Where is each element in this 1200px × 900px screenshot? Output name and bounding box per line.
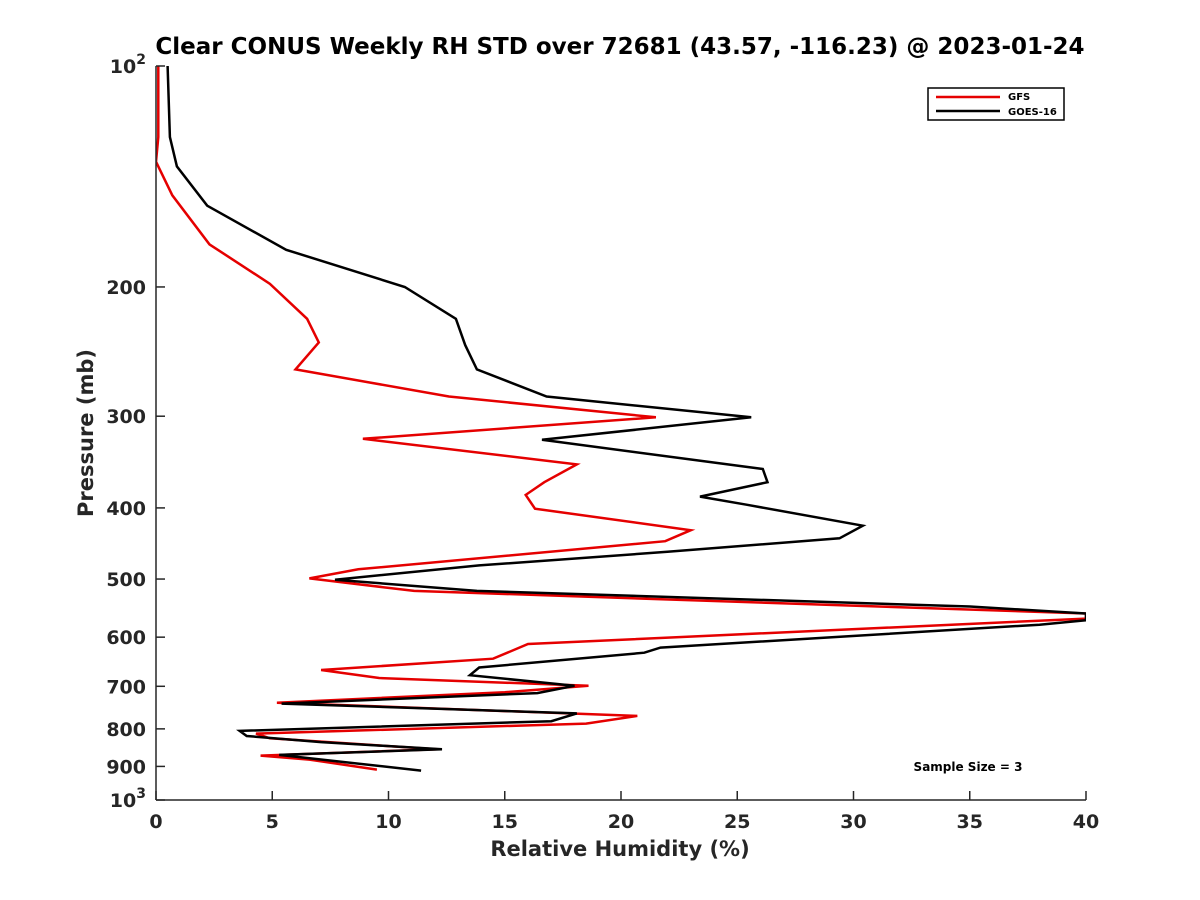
x-tick-label: 15 bbox=[492, 811, 518, 833]
series-layer bbox=[156, 66, 1086, 772]
legend-box bbox=[927, 87, 1065, 121]
legend: GFS GOES-16 bbox=[927, 87, 1065, 121]
y-axis-title: Pressure (mb) bbox=[74, 349, 98, 517]
x-tick-label: 20 bbox=[608, 811, 634, 833]
series-line-gfs bbox=[156, 66, 1086, 771]
series-line-goes-16 bbox=[166, 66, 1086, 772]
y-tick-label: 200 bbox=[106, 277, 146, 299]
y-tick-label: 600 bbox=[106, 627, 146, 649]
y-tick-label: 103 bbox=[110, 786, 146, 812]
y-tick-label: 300 bbox=[106, 406, 146, 428]
sample-size-annotation: Sample Size = 3 bbox=[914, 760, 1023, 774]
x-tick-label: 5 bbox=[266, 811, 279, 833]
legend-label-goes-16: GOES-16 bbox=[1008, 107, 1057, 118]
y-tick-label: 500 bbox=[106, 569, 146, 591]
legend-label-gfs: GFS bbox=[1008, 92, 1030, 103]
y-tick-label: 900 bbox=[106, 756, 146, 778]
x-tick-label: 25 bbox=[724, 811, 750, 833]
axes-layer: 0 5 10 15 20 25 30 35 40 102 200 300 400 500 600 700 800… bbox=[106, 52, 1099, 833]
y-tick-label: 400 bbox=[106, 498, 146, 520]
y-tick-label: 800 bbox=[106, 719, 146, 741]
chart-title: Clear CONUS Weekly RH STD over 72681 (43… bbox=[155, 34, 1084, 60]
x-tick-label: 35 bbox=[957, 811, 983, 833]
y-tick-label: 102 bbox=[110, 52, 146, 78]
x-tick-label: 30 bbox=[840, 811, 866, 833]
x-axis-title: Relative Humidity (%) bbox=[490, 837, 749, 861]
x-tick-label: 10 bbox=[375, 811, 401, 833]
x-tick-label: 40 bbox=[1073, 811, 1099, 833]
y-tick-label: 700 bbox=[106, 676, 146, 698]
x-tick-label: 0 bbox=[149, 811, 162, 833]
